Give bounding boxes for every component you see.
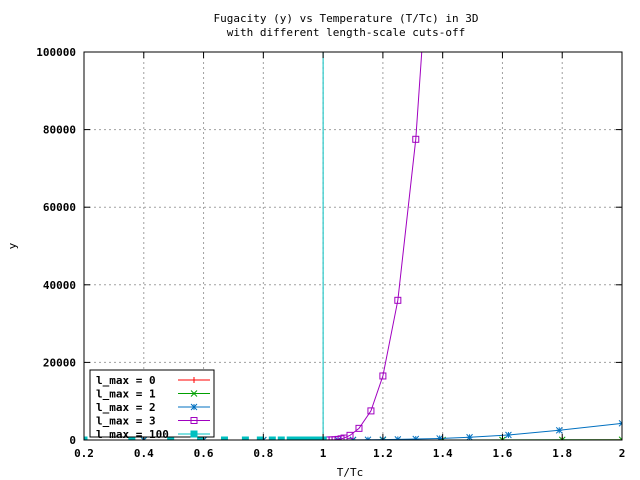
y-tick-label: 80000 [43,124,76,137]
data-point [394,436,402,440]
x-tick-label: 1.4 [433,447,453,460]
series-line [311,52,423,440]
plot-frame [83,51,623,441]
data-point [256,436,264,440]
data-point [505,431,512,439]
x-tick-label: 1.6 [493,447,513,460]
data-point [298,436,306,440]
legend-marker [190,390,198,397]
data-point [268,436,276,440]
data-point [220,436,228,440]
data-point [277,436,285,440]
data-point [309,436,317,440]
legend-label: l_max = 1 [96,388,156,401]
x-tick-label: 0.2 [74,447,94,460]
x-axis-label: T/Tc [337,466,364,479]
data-point [412,135,420,143]
legend-label: l_max = 3 [96,415,156,428]
x-tick-label: 1.2 [373,447,393,460]
axis-ticks: 0.2 0.4 0.6 0.8 1 1.2 1.4 1.6 1.8 2 0 20000 40000 600… [36,46,625,460]
x-tick-label: 0.4 [134,447,154,460]
y-tick-label: 40000 [43,279,76,292]
data-point [292,436,300,440]
legend-marker [190,430,198,438]
data-point [286,436,294,440]
data-point [84,436,88,440]
legend-label: l_max = 0 [96,374,156,387]
legend-label: l_max = 2 [96,401,156,414]
y-tick-label: 0 [69,434,76,447]
data-point [618,419,622,427]
chart-subtitle: with different length-scale cuts-off [227,26,465,39]
data-point [304,436,312,440]
y-tick-label: 20000 [43,356,76,369]
data-point [379,372,387,380]
data-point [367,407,375,415]
legend: l_max = 0l_max = 1l_max = 2l_max = 3l_ma… [89,369,215,441]
y-tick-label: 100000 [36,46,76,59]
data-point [618,436,622,440]
legend-label: l_max = 100 [96,428,169,441]
y-axis-label: y [6,242,19,249]
y-tick-label: 60000 [43,201,76,214]
data-point [555,426,563,434]
x-tick-label: 0.8 [253,447,273,460]
data-point [394,296,402,304]
data-point [355,424,363,432]
data-point [436,435,444,440]
legend-marker [191,377,197,383]
x-tick-label: 0.6 [194,447,214,460]
chart-title: Fugacity (y) vs Temperature (T/Tc) in 3D [214,12,479,25]
series-3 [307,52,423,440]
legend-marker [190,403,198,411]
legend-marker [190,417,198,424]
x-tick-label: 2 [619,447,626,460]
x-tick-label: 1 [320,447,327,460]
data-point [241,436,249,440]
data-point [412,435,420,440]
legend-box [89,369,215,438]
data-point [346,431,354,439]
data-point [466,433,473,440]
x-tick-label: 1.8 [552,447,572,460]
